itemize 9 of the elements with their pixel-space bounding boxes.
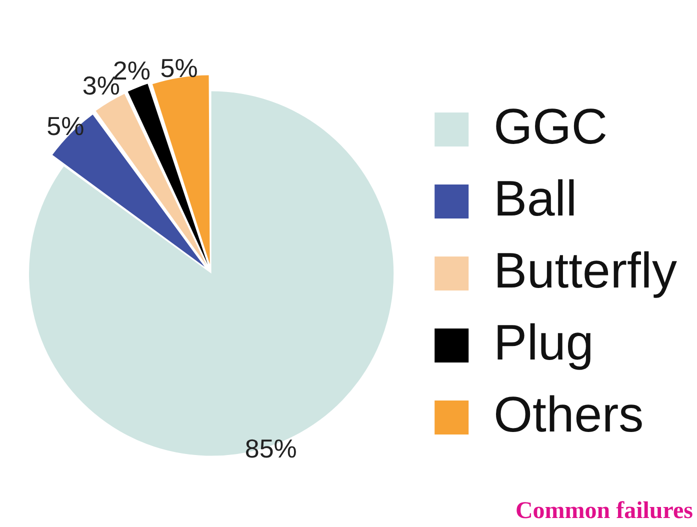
data-label: 5% [160, 52, 198, 83]
legend-label: Ball [494, 170, 577, 226]
legend-label: GGC [494, 98, 608, 154]
data-label: 85% [244, 434, 297, 464]
legend-label: Butterfly [494, 242, 678, 298]
legend-label: Others [494, 386, 644, 442]
text: Common failures [515, 498, 693, 525]
data-label: 5% [46, 110, 84, 141]
legend-label: Plug [494, 314, 594, 370]
